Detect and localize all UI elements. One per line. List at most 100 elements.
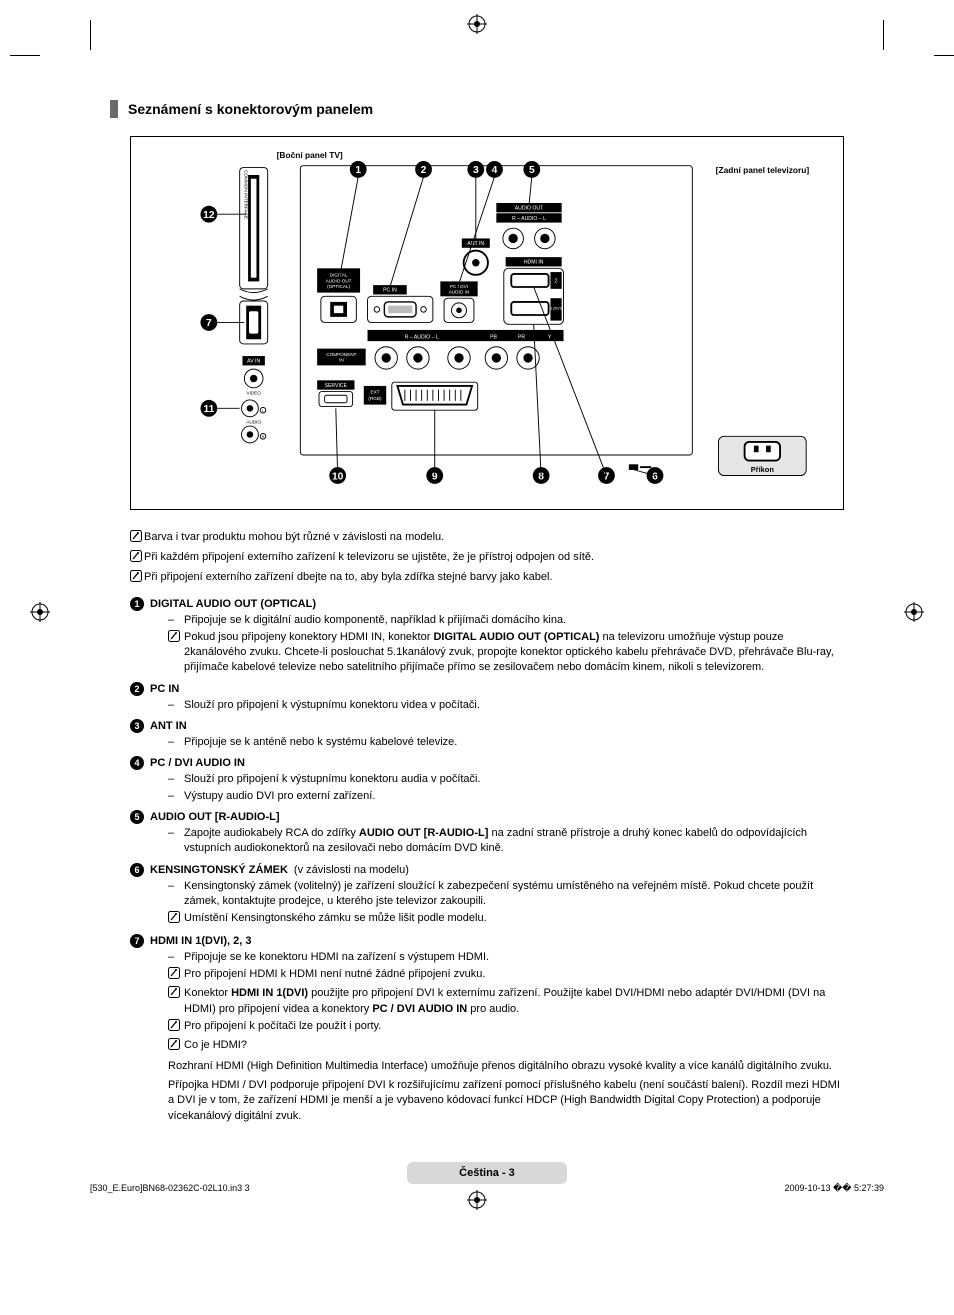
item-title: PC IN <box>150 683 179 695</box>
svg-text:Y: Y <box>548 334 552 340</box>
bullet-text: Pro připojení HDMI k HDMI není nutné žád… <box>184 967 844 982</box>
item-number-badge: 4 <box>130 756 144 770</box>
note-icon <box>168 630 184 647</box>
svg-text:[Zadní panel televizoru]: [Zadní panel televizoru] <box>716 165 810 175</box>
svg-text:12: 12 <box>203 210 215 221</box>
item-title: DIGITAL AUDIO OUT (OPTICAL) <box>150 598 316 610</box>
svg-text:ANT IN: ANT IN <box>467 241 484 247</box>
dash-icon: – <box>168 735 184 750</box>
svg-text:AUDIO OUT: AUDIO OUT <box>326 278 352 283</box>
svg-text:(RGB): (RGB) <box>368 396 382 401</box>
note-icon <box>168 1038 184 1055</box>
note-text: Při každém připojení externího zařízení … <box>144 550 594 565</box>
svg-text:7: 7 <box>604 471 610 482</box>
note-icon <box>168 967 184 984</box>
bullet-row: Co je HDMI? <box>168 1038 844 1055</box>
svg-text:COMMON INTERFACE: COMMON INTERFACE <box>243 170 248 219</box>
note-row: Barva i tvar produktu mohou být různé v … <box>130 530 844 547</box>
connector-item-header: 5AUDIO OUT [R-AUDIO-L] <box>130 810 844 824</box>
svg-text:R: R <box>262 435 265 439</box>
svg-text:6: 6 <box>652 471 658 482</box>
dash-icon: – <box>168 698 184 713</box>
item-title: AUDIO OUT [R-AUDIO-L] <box>150 811 280 823</box>
svg-text:PC / DVI: PC / DVI <box>450 284 468 289</box>
svg-text:PB: PB <box>490 334 497 340</box>
dash-icon: – <box>168 772 184 787</box>
registration-mark-top-icon <box>467 14 487 34</box>
svg-text:AV IN: AV IN <box>247 359 260 365</box>
svg-text:R – AUDIO – L: R – AUDIO – L <box>512 216 546 222</box>
bullet-text: Konektor HDMI IN 1(DVI) použijte pro při… <box>184 986 844 1016</box>
page-number-badge: Čeština - 3 <box>407 1162 567 1184</box>
svg-text:R – AUDIO – L: R – AUDIO – L <box>405 334 439 340</box>
note-text: Při připojení externího zařízení dbejte … <box>144 570 552 585</box>
item-paragraph: Rozhraní HDMI (High Definition Multimedi… <box>168 1059 844 1074</box>
bullet-row: Konektor HDMI IN 1(DVI) použijte pro při… <box>168 986 844 1016</box>
crop-mark-icon <box>883 20 884 50</box>
bullet-text: Výstupy audio DVI pro externí zařízení. <box>184 789 844 804</box>
crop-mark-icon <box>934 55 954 56</box>
item-body: –Kensingtonský zámek (volitelný) je zaří… <box>168 879 844 929</box>
connector-item: 3ANT IN–Připojuje se k anténě nebo k sys… <box>130 719 844 750</box>
connector-item: 1 DIGITAL AUDIO OUT (OPTICAL) –Připojuje s… <box>130 597 844 676</box>
bullet-row: –Připojuje se k anténě nebo k systému ka… <box>168 735 844 750</box>
note-icon <box>168 911 184 928</box>
item-number-badge: 6 <box>130 863 144 877</box>
connector-panel-diagram: .tl { font-family: Arial; font-size: 9px… <box>130 136 844 510</box>
note-row: Při každém připojení externího zařízení … <box>130 550 844 567</box>
connector-descriptions: 1DIGITAL AUDIO OUT (OPTICAL)–Připojuje s… <box>110 597 864 1124</box>
svg-text:Příkon: Příkon <box>751 465 775 474</box>
note-icon <box>130 570 144 587</box>
note-icon <box>168 1019 184 1036</box>
svg-text:VIDEO: VIDEO <box>246 390 261 395</box>
svg-text:L: L <box>262 409 264 413</box>
registration-mark-right-icon <box>904 602 924 622</box>
svg-text:5: 5 <box>529 165 535 176</box>
connector-item-header: 2PC IN <box>130 682 844 696</box>
item-body: –Slouží pro připojení k výstupnímu konek… <box>168 698 844 713</box>
bullet-text: Slouží pro připojení k výstupnímu konekt… <box>184 698 844 713</box>
connector-item-header: 6KENSINGTONSKÝ ZÁMEK (v závislosti na mo… <box>130 863 844 877</box>
bullet-text: Připojuje se k anténě nebo k systému kab… <box>184 735 844 750</box>
item-body: –Připojuje se ke konektoru HDMI na zaříz… <box>168 950 844 1124</box>
note-icon <box>130 530 144 547</box>
svg-text:11: 11 <box>203 404 214 415</box>
item-body: –Slouží pro připojení k výstupnímu konek… <box>168 772 844 804</box>
item-number-badge: 1 <box>130 597 144 611</box>
bullet-text: Připojuje se ke konektoru HDMI na zaříze… <box>184 950 844 965</box>
connector-item-header: 7 HDMI IN 1(DVI), 2, 3 <box>130 934 844 948</box>
item-title: HDMI IN 1(DVI), 2, 3 <box>150 935 251 947</box>
item-paragraph: Přípojka HDMI / DVI podporuje připojení … <box>168 1078 844 1124</box>
svg-text:PC IN: PC IN <box>383 288 397 294</box>
item-number-badge: 3 <box>130 719 144 733</box>
item-title-extra: (v závislosti na modelu) <box>294 864 409 876</box>
print-filename: [530_E.Euro]BN68-02362C-02L10.in3 3 <box>90 1183 250 1194</box>
dash-icon: – <box>168 826 184 841</box>
print-timestamp: 2009-10-13 �� 5:27:39 <box>784 1183 884 1194</box>
bullet-row: –Výstupy audio DVI pro externí zařízení. <box>168 789 844 804</box>
connector-item: 2PC IN –Slouží pro připojení k výstupnímu… <box>130 682 844 713</box>
svg-text:3: 3 <box>473 165 479 176</box>
svg-text:[Boční panel TV]: [Boční panel TV] <box>277 150 343 160</box>
bullet-row: –Připojuje se k digitální audio komponen… <box>168 613 844 628</box>
bullet-text: Pro připojení k počítači lze použít i po… <box>184 1019 844 1034</box>
section-title: Seznámení s konektorovým panelem <box>128 101 373 117</box>
bullet-row: –Slouží pro připojení k výstupnímu konek… <box>168 772 844 787</box>
note-text: Barva i tvar produktu mohou být různé v … <box>144 530 444 545</box>
item-number-badge: 7 <box>130 934 144 948</box>
connector-item: 4 PC / DVI AUDIO IN –Slouží pro připojení … <box>130 756 844 804</box>
svg-text:HDMI IN: HDMI IN <box>524 260 544 266</box>
crop-mark-icon <box>90 20 91 50</box>
svg-text:1 (DVI): 1 (DVI) <box>550 306 562 310</box>
svg-text:4: 4 <box>492 165 498 176</box>
note-icon <box>168 986 184 1003</box>
print-footer: [530_E.Euro]BN68-02362C-02L10.in3 3 2009… <box>90 1183 884 1194</box>
bullet-row: –Slouží pro připojení k výstupnímu konek… <box>168 698 844 713</box>
item-title: PC / DVI AUDIO IN <box>150 757 245 769</box>
svg-text:DIGITAL: DIGITAL <box>330 273 348 278</box>
connector-item: 5AUDIO OUT [R-AUDIO-L]–Zapojte audiokabe… <box>130 810 844 856</box>
svg-text:PR: PR <box>518 334 525 340</box>
bullet-text: Umístění Kensingtonského zámku se může l… <box>184 911 844 926</box>
connector-item: 6KENSINGTONSKÝ ZÁMEK (v závislosti na mo… <box>130 863 844 929</box>
svg-text:IN: IN <box>339 358 344 363</box>
